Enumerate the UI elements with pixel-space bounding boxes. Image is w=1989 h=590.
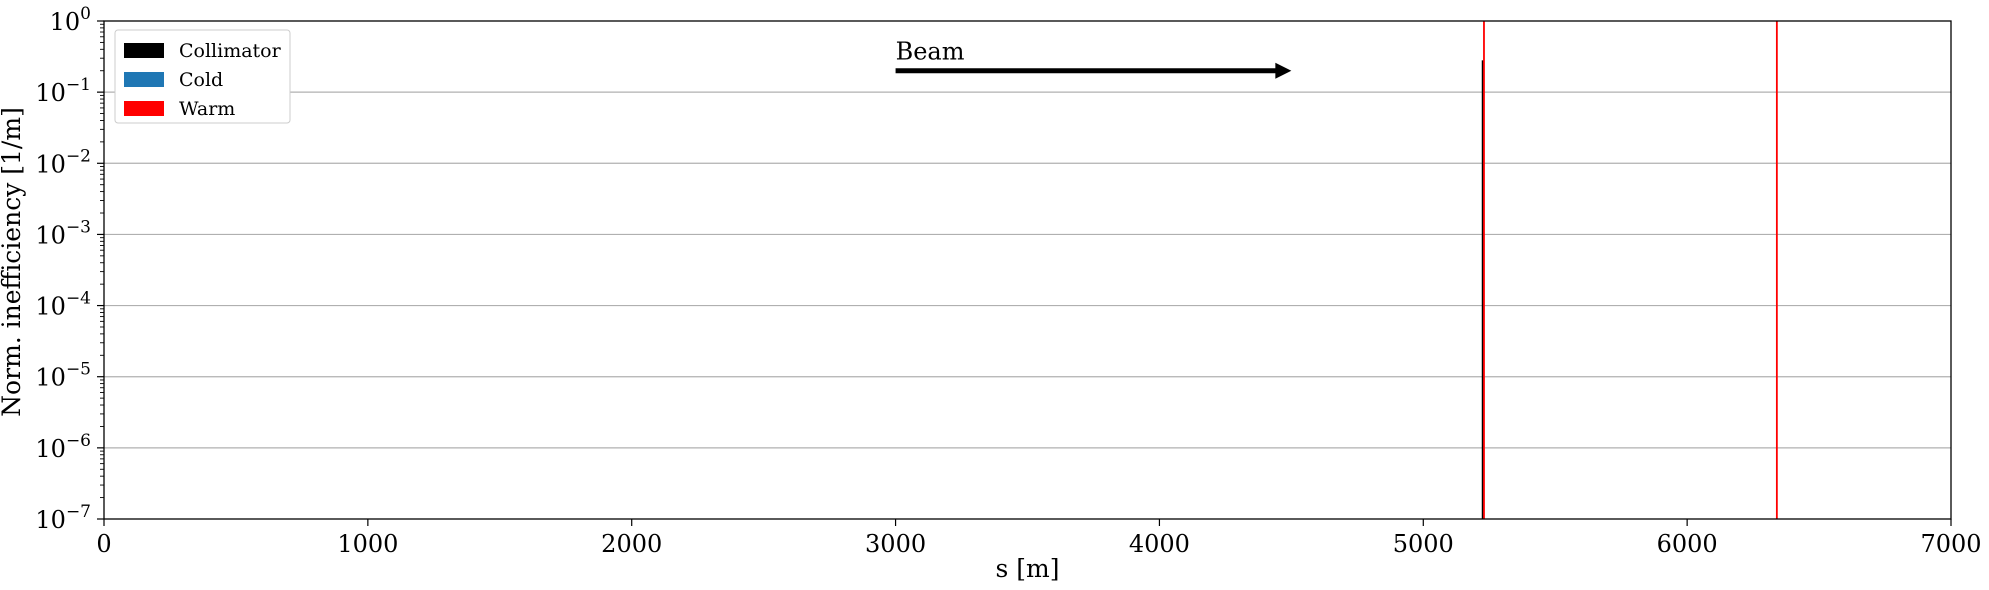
x-tick-label: 0 <box>96 530 111 558</box>
bar-warm <box>1483 21 1485 519</box>
x-tick-label: 1000 <box>337 530 398 558</box>
legend-label-warm: Warm <box>179 98 235 120</box>
bar-warm <box>1775 21 1778 519</box>
y-axis-title: Norm. inefficiency [1/m] <box>0 107 26 417</box>
plot-frame <box>103 20 1952 520</box>
y-tick-label: 10−2 <box>35 146 91 178</box>
y-tick-exponent: −3 <box>66 217 91 237</box>
y-tick-exponent: −7 <box>66 502 91 522</box>
beam-annotation: Beam <box>895 38 1292 79</box>
x-tick-label: 5000 <box>1393 530 1454 558</box>
legend-swatch-warm <box>124 101 164 116</box>
x-tick-label: 6000 <box>1657 530 1718 558</box>
x-axis-title: s [m] <box>996 554 1060 583</box>
y-tick-label: 10−5 <box>35 360 91 392</box>
x-tick-label: 3000 <box>865 530 926 558</box>
y-tick-exponent: −1 <box>66 75 91 95</box>
y-tick-exponent: −6 <box>66 431 91 451</box>
legend-label-cold: Cold <box>179 69 223 91</box>
x-tick-label: 2000 <box>601 530 662 558</box>
data-bars <box>1481 21 1778 520</box>
legend-label-collimator: Collimator <box>179 40 282 62</box>
x-tick-label: 4000 <box>1129 530 1190 558</box>
y-tick-label: 10−7 <box>35 502 91 534</box>
y-minor-ticks <box>100 23 104 499</box>
legend-swatch-collimator <box>124 43 164 58</box>
beam-arrow-head <box>1275 62 1292 79</box>
grid-lines <box>104 91 1951 449</box>
y-axis-ticks: 100 10−1 10−2 10−3 10−4 10−5 10−6 10−7 <box>35 4 104 534</box>
y-tick-label: 10−3 <box>35 217 91 249</box>
y-tick-label: 10−4 <box>35 289 91 321</box>
x-axis-ticks: 0 1000 2000 3000 4000 5000 6000 7000 <box>96 519 1982 558</box>
y-tick-exponent: −2 <box>66 146 91 166</box>
y-tick-exponent: 0 <box>80 4 91 24</box>
legend-swatch-cold <box>124 72 164 87</box>
y-tick-label: 10−1 <box>35 75 91 107</box>
bar-collimator <box>1481 60 1484 520</box>
y-tick-label: 100 <box>50 4 91 36</box>
beam-label: Beam <box>896 38 965 66</box>
y-tick-exponent: −5 <box>66 360 91 380</box>
legend: Collimator Cold Warm <box>114 29 291 124</box>
x-tick-label: 7000 <box>1920 530 1981 558</box>
y-tick-label: 10−6 <box>35 431 91 463</box>
y-tick-exponent: −4 <box>66 289 91 309</box>
